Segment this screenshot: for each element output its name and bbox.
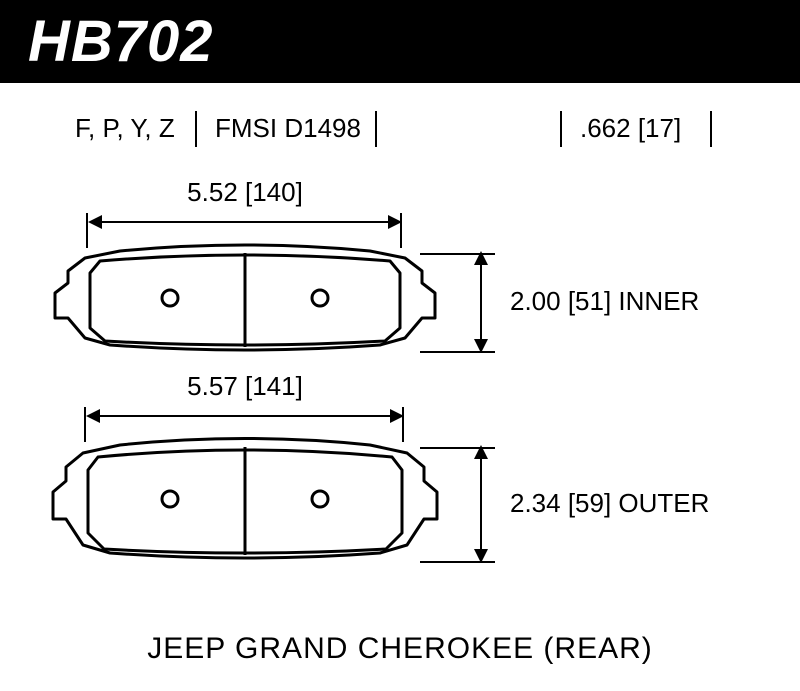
outer-h-arrow-line [480, 455, 482, 553]
inner-h-arrow-u [474, 251, 488, 265]
inner-width-dim: 5.52 [140] [130, 177, 360, 208]
outer-width-arrow-l [86, 409, 100, 423]
thickness-label: .662 [17] [580, 113, 681, 144]
outer-width-dim: 5.57 [141] [130, 371, 360, 402]
compounds-label: F, P, Y, Z [75, 113, 175, 144]
inner-h-arrow-d [474, 339, 488, 353]
fmsi-label: FMSI D1498 [215, 113, 361, 144]
divider-tick-2 [375, 111, 377, 147]
footer-title: JEEP GRAND CHEROKEE (REAR) [0, 632, 800, 666]
diagram-area: 5.52 [140] 2.00 [51] INNER 5.57 [141] [0, 173, 800, 613]
outer-height-dim: 2.34 [59] OUTER [510, 488, 709, 519]
inner-height-dim: 2.00 [51] INNER [510, 286, 699, 317]
outer-pad-shape [48, 437, 442, 567]
outer-width-arrow-line [98, 415, 392, 417]
part-number: HB702 [28, 9, 214, 74]
inner-width-arrow-line [100, 221, 390, 223]
inner-pad-shape [50, 243, 440, 358]
outer-h-arrow-d [474, 549, 488, 563]
divider-tick-3 [560, 111, 562, 147]
divider-tick-4 [710, 111, 712, 147]
inner-width-arrow-l [88, 215, 102, 229]
outer-h-arrow-u [474, 445, 488, 459]
header-bar: HB702 [0, 0, 800, 83]
inner-h-arrow-line [480, 261, 482, 343]
divider-tick-1 [195, 111, 197, 147]
top-labels-row: F, P, Y, Z FMSI D1498 .662 [17] [0, 113, 800, 173]
